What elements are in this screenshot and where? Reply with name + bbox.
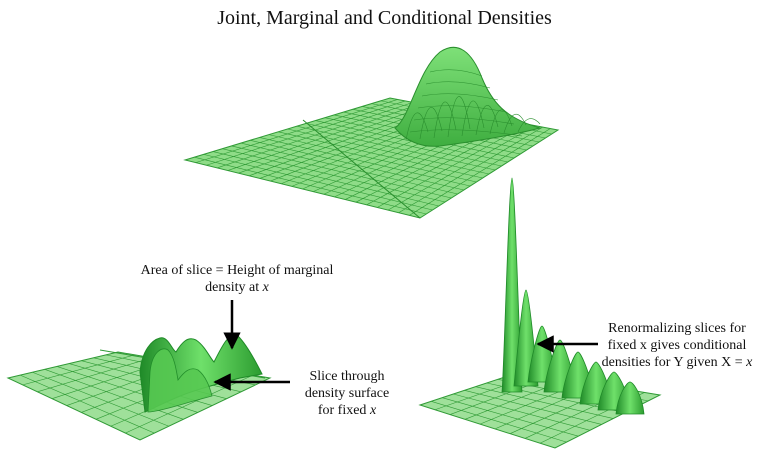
slice-view — [6, 334, 272, 441]
joint-grid-line — [216, 102, 414, 169]
joint-grid-line — [409, 128, 551, 216]
area-annotation-line-2: density at x — [205, 280, 269, 295]
joint-peak-mesh-line — [461, 100, 485, 137]
conditional-slice — [615, 381, 645, 415]
conditional-grid-line — [464, 390, 602, 425]
joint-peak-mesh-line — [475, 105, 499, 136]
slice-grid-line — [125, 374, 254, 434]
area-annotation-line-1: Area of slice = Height of marginal — [140, 263, 334, 278]
slice-front-face — [147, 348, 213, 413]
joint-peak-mesh-line — [489, 109, 513, 135]
slice-grid-line — [20, 374, 155, 434]
joint-peak-mesh-line — [417, 105, 507, 113]
joint-density-surface — [183, 46, 560, 219]
slice-annotation-line-1: Slice through — [309, 369, 385, 384]
joint-peak — [394, 46, 542, 147]
joint-peak-mesh — [405, 69, 541, 141]
conditional-grid-line — [442, 397, 579, 437]
renormalize-annotation-line-2: fixed x gives conditional — [607, 338, 747, 353]
area-annotation: Area of slice = Height of marginal densi… — [106, 262, 368, 296]
slice-annotation: Slice through density surface for fixed … — [292, 368, 402, 419]
renormalize-annotation-line-1: Renormalizing slices for — [608, 321, 746, 336]
conditional-grid-line — [431, 401, 567, 443]
conditional-slices — [501, 177, 645, 415]
joint-grid-line — [387, 125, 536, 211]
figure-title: Joint, Marginal and Conditional Densitie… — [217, 7, 552, 29]
joint-peak-mesh-line — [517, 118, 541, 133]
joint-peak-mesh-line — [405, 112, 429, 141]
joint-grid-line — [238, 104, 429, 174]
conditional-densities-view — [418, 177, 662, 449]
conditional-grid-line — [475, 386, 614, 419]
joint-peak-mesh-line — [503, 114, 527, 134]
joint-peak-mesh-line — [413, 117, 515, 125]
joint-peak-mesh-line — [429, 69, 483, 77]
joint-peak-mesh-line — [425, 81, 491, 89]
joint-peak-mesh-line — [447, 96, 471, 138]
joint-grid-line — [206, 100, 406, 166]
joint-peak-mesh-line — [419, 107, 443, 140]
slice-grid-line — [32, 371, 169, 427]
slice-annotation-line-2: density surface — [304, 386, 390, 401]
joint-peak-mesh-line — [409, 129, 523, 137]
joint-grid-line — [195, 99, 398, 163]
conditional-grid-line — [453, 393, 591, 431]
joint-peak-mesh-line — [421, 93, 499, 101]
joint-grid-line — [377, 123, 528, 208]
slice-grid-line — [44, 369, 184, 420]
slice-grid-line — [37, 357, 152, 393]
renormalize-annotation: Renormalizing slices for fixed x gives c… — [588, 320, 766, 371]
renormalize-annotation-line-3: densities for Y given X = x — [601, 355, 753, 370]
slice-grid-line — [22, 354, 135, 386]
joint-diagonal-edge — [302, 119, 421, 219]
slice-annotation-line-3: for fixed x — [317, 403, 377, 418]
joint-peak-mesh-line — [433, 101, 457, 139]
joint-grid-line — [398, 126, 543, 213]
